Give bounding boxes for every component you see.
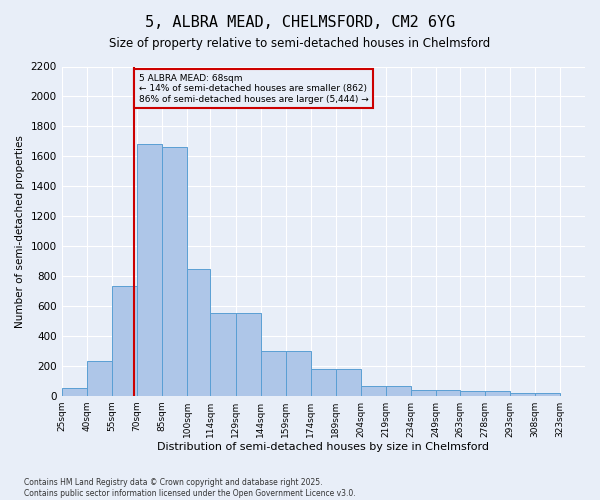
Text: 5, ALBRA MEAD, CHELMSFORD, CM2 6YG: 5, ALBRA MEAD, CHELMSFORD, CM2 6YG <box>145 15 455 30</box>
Bar <box>187 270 211 396</box>
Bar <box>411 390 436 396</box>
Text: Size of property relative to semi-detached houses in Chelmsford: Size of property relative to semi-detach… <box>109 38 491 51</box>
Bar <box>87 362 112 396</box>
Bar <box>436 390 460 396</box>
Bar <box>137 144 162 396</box>
Text: 5 ALBRA MEAD: 68sqm
← 14% of semi-detached houses are smaller (862)
86% of semi-: 5 ALBRA MEAD: 68sqm ← 14% of semi-detach… <box>139 74 368 104</box>
Bar <box>211 312 236 396</box>
Bar <box>162 148 187 396</box>
Bar <box>112 286 137 396</box>
Bar <box>336 369 361 396</box>
Bar <box>62 388 87 396</box>
Text: Contains HM Land Registry data © Crown copyright and database right 2025.
Contai: Contains HM Land Registry data © Crown c… <box>24 478 356 498</box>
Bar <box>286 351 311 396</box>
X-axis label: Distribution of semi-detached houses by size in Chelmsford: Distribution of semi-detached houses by … <box>157 442 490 452</box>
Bar <box>460 391 485 396</box>
Bar <box>236 312 260 396</box>
Bar <box>386 386 411 396</box>
Bar <box>535 392 560 396</box>
Bar <box>260 351 286 396</box>
Bar <box>311 369 336 396</box>
Bar <box>510 392 535 396</box>
Bar <box>485 391 510 396</box>
Bar <box>361 386 386 396</box>
Y-axis label: Number of semi-detached properties: Number of semi-detached properties <box>15 134 25 328</box>
